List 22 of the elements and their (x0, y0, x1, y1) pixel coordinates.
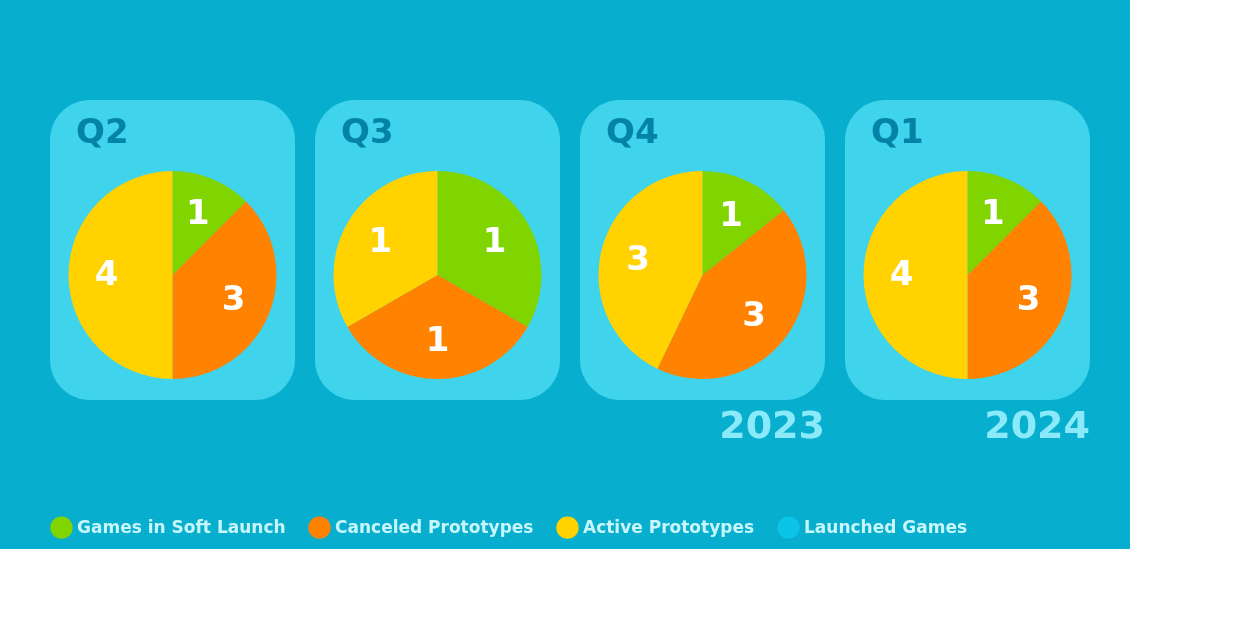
legend-label: Games in Soft Launch (77, 516, 286, 537)
data-label: 1 (368, 220, 393, 260)
data-label: 3 (1016, 278, 1041, 319)
data-label: 1 (185, 192, 210, 233)
data-label: 4 (889, 253, 914, 293)
text: 2023 (719, 403, 825, 447)
slice-label: Q1 (871, 111, 924, 151)
data-label: 1 (482, 220, 507, 260)
legend-label: Launched Games (804, 516, 968, 537)
data-label: 1 (425, 319, 450, 359)
slice-label: Q2 (76, 111, 129, 151)
data-label: 3 (626, 238, 650, 279)
data-label: 1 (980, 192, 1005, 233)
legend-label: Canceled Prototypes (335, 516, 534, 537)
slice-label: Q3 (341, 111, 394, 151)
data-label: 3 (742, 294, 766, 335)
data-label: 1 (719, 193, 743, 234)
slice-label: Q4 (606, 111, 659, 151)
data-label: 3 (221, 278, 246, 319)
legend-label: Active Prototypes (583, 516, 755, 537)
text: 2024 (984, 403, 1090, 447)
data-label: 4 (94, 253, 119, 293)
